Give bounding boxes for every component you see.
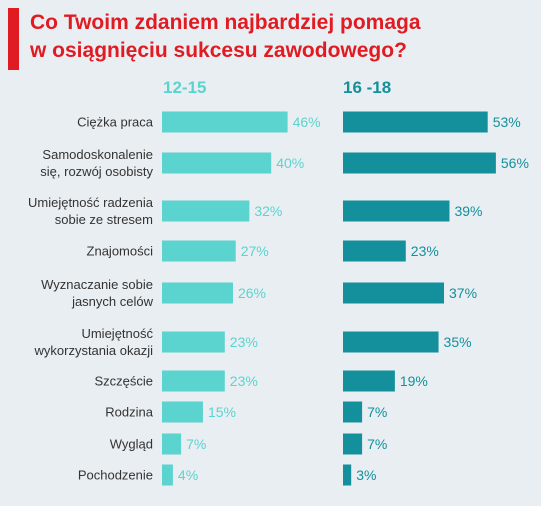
category-label-line: Umiejętność radzenia — [28, 195, 154, 210]
category-label-samodoskonalenie-sie-rozwoj-osobisty: Samodoskonalenie się, rozwój osobisty — [40, 147, 153, 179]
value-label-16-18-umiejetnosc-wykorzystania-okazji: 35% — [444, 334, 472, 350]
value-label-12-15-umiejetnosc-radzenia-sobie-ze-stresem: 32% — [254, 203, 282, 219]
bar-12-15-znajomosci — [162, 240, 236, 262]
value-label-12-15-znajomosci: 27% — [241, 243, 269, 259]
category-label-line: Rodzina — [105, 405, 153, 420]
bar-16-18-umiejetnosc-wykorzystania-okazji — [343, 331, 439, 353]
category-label-line: jasnych celów — [71, 294, 154, 309]
value-label-12-15-umiejetnosc-wykorzystania-okazji: 23% — [230, 334, 258, 350]
bar-12-15-wyznaczanie-sobie-jasnych-celow — [162, 282, 233, 304]
chart-title: Co Twoim zdaniem najbardziej pomaga w os… — [30, 9, 421, 65]
category-label-wyznaczanie-sobie-jasnych-celow: Wyznaczanie sobie jasnych celów — [41, 277, 153, 309]
value-label-16-18-samodoskonalenie-sie-rozwoj-osobisty: 56% — [501, 155, 529, 171]
value-label-16-18-znajomosci: 23% — [411, 243, 439, 259]
bar-16-18-ciezka-praca — [343, 111, 488, 133]
bar-16-18-rodzina — [343, 401, 363, 423]
bar-12-15-szczescie — [162, 370, 225, 392]
category-label-line: wykorzystania okazji — [34, 343, 154, 358]
bar-12-15-ciezka-praca — [162, 111, 288, 133]
category-label-ciezka-praca: Ciężka praca — [77, 115, 154, 130]
value-label-16-18-pochodzenie: 3% — [356, 467, 376, 483]
bar-16-18-wyznaczanie-sobie-jasnych-celow — [343, 282, 445, 304]
category-label-line: Wygląd — [110, 437, 153, 452]
value-label-16-18-szczescie: 19% — [400, 373, 428, 389]
bar-12-15-umiejetnosc-wykorzystania-okazji — [162, 331, 225, 353]
bar-12-15-pochodzenie — [162, 464, 173, 486]
value-label-16-18-ciezka-praca: 53% — [493, 114, 521, 130]
value-label-12-15-samodoskonalenie-sie-rozwoj-osobisty: 40% — [276, 155, 304, 171]
value-label-16-18-wyznaczanie-sobie-jasnych-celow: 37% — [449, 285, 477, 301]
category-label-line: Samodoskonalenie — [42, 147, 153, 162]
category-label-line: Umiejętność — [81, 326, 153, 341]
value-label-12-15-rodzina: 15% — [208, 404, 236, 420]
series-header-16-18: 16 -18 — [343, 78, 392, 97]
category-label-line: Szczęście — [94, 374, 153, 389]
bar-12-15-rodzina — [162, 401, 203, 423]
bar-16-18-pochodzenie — [343, 464, 352, 486]
category-label-wyglad: Wygląd — [110, 437, 153, 452]
value-label-12-15-wyglad: 7% — [186, 436, 206, 452]
category-label-line: Wyznaczanie sobie — [41, 277, 153, 292]
value-label-12-15-wyznaczanie-sobie-jasnych-celow: 26% — [238, 285, 266, 301]
category-label-line: Znajomości — [87, 244, 154, 259]
value-label-12-15-szczescie: 23% — [230, 373, 258, 389]
series-header-12-15: 12-15 — [163, 78, 207, 97]
bar-16-18-znajomosci — [343, 240, 406, 262]
category-label-szczescie: Szczęście — [94, 374, 153, 389]
category-label-pochodzenie: Pochodzenie — [78, 468, 153, 483]
category-label-line: sobie ze stresem — [55, 212, 153, 227]
value-label-16-18-rodzina: 7% — [367, 404, 387, 420]
bar-16-18-szczescie — [343, 370, 395, 392]
category-label-znajomosci: Znajomości — [87, 244, 154, 259]
bar-16-18-wyglad — [343, 433, 363, 455]
category-label-umiejetnosc-radzenia-sobie-ze-stresem: Umiejętność radzenia sobie ze stresem — [28, 195, 154, 227]
category-label-umiejetnosc-wykorzystania-okazji: Umiejętność wykorzystania okazji — [34, 326, 154, 358]
bar-16-18-umiejetnosc-radzenia-sobie-ze-stresem — [343, 200, 450, 222]
category-label-line: Ciężka praca — [77, 115, 154, 130]
value-label-16-18-wyglad: 7% — [367, 436, 387, 452]
bar-16-18-samodoskonalenie-sie-rozwoj-osobisty — [343, 152, 496, 174]
category-label-rodzina: Rodzina — [105, 405, 153, 420]
category-label-line: się, rozwój osobisty — [40, 164, 153, 179]
bar-12-15-umiejetnosc-radzenia-sobie-ze-stresem — [162, 200, 250, 222]
category-label-line: Pochodzenie — [78, 468, 153, 483]
chart-title-line-2: w osiągnięciu sukcesu zawodowego? — [30, 39, 407, 62]
bar-12-15-samodoskonalenie-sie-rozwoj-osobisty — [162, 152, 272, 174]
bar-12-15-wyglad — [162, 433, 182, 455]
value-label-12-15-ciezka-praca: 46% — [293, 114, 321, 130]
value-label-12-15-pochodzenie: 4% — [178, 467, 198, 483]
chart-title-line-1: Co Twoim zdaniem najbardziej pomaga — [30, 11, 421, 34]
value-label-16-18-umiejetnosc-radzenia-sobie-ze-stresem: 39% — [454, 203, 482, 219]
title-accent-bar — [8, 8, 19, 70]
